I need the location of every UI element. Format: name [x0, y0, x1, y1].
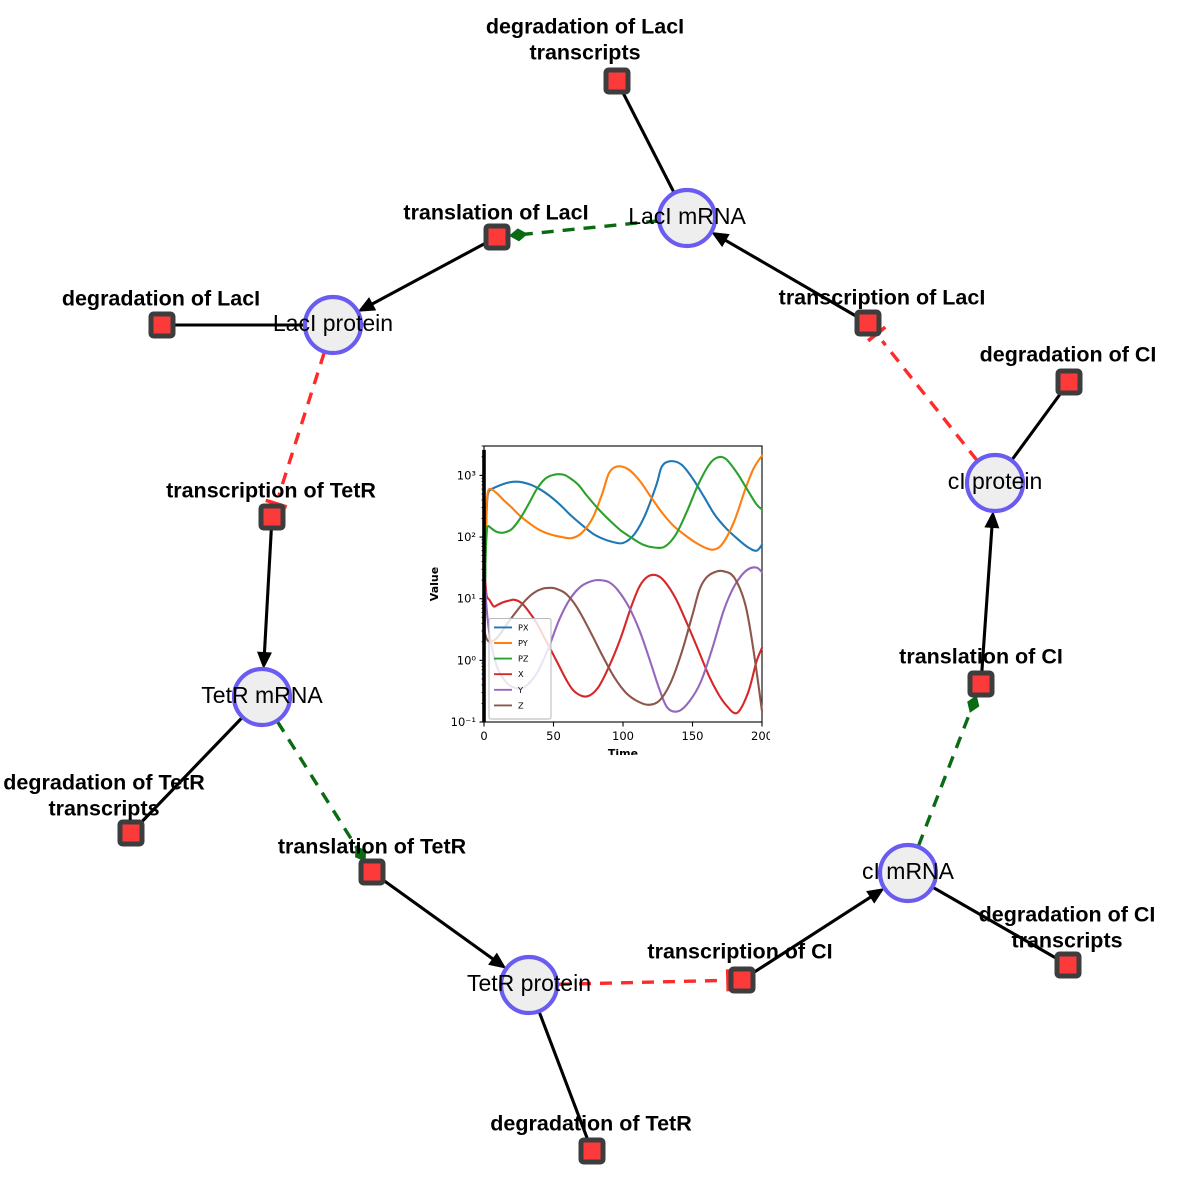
reaction-node-transl_ci[interactable]	[967, 670, 995, 698]
arrowhead-e12	[866, 888, 885, 904]
x-tick-label: 50	[546, 729, 561, 743]
chart-axes-group: 10⁻¹ 10⁰ 10¹ 10² 10³ 0 50 100 150 200 Time Value	[428, 445, 770, 755]
species-label-tetr_protein: TetR protein	[467, 970, 591, 996]
edge-e5	[277, 352, 326, 496]
reaction-label-deg_ci_tx: degradation of CI	[979, 903, 1156, 927]
edge-e7	[138, 716, 243, 825]
reaction-label-transl_tetr: translation of TetR	[278, 835, 467, 859]
series-PY	[482, 454, 764, 680]
reaction-label-tx_ci: transcription of CI	[647, 940, 832, 964]
reaction-node-deg_ci[interactable]	[1055, 368, 1083, 396]
species-node-laci_protein[interactable]	[302, 294, 364, 356]
species-label-laci_protein: LacI protein	[273, 310, 393, 336]
y-tick-label: 10³	[457, 468, 477, 482]
diamondhead-e2	[508, 228, 528, 242]
reaction-label-deg_laci: degradation of LacI	[62, 287, 260, 311]
legend-label-X: X	[518, 669, 524, 679]
reaction-label-transl_ci: translation of CI	[899, 645, 1063, 669]
edge-e10	[537, 1011, 589, 1140]
reaction-label-transl_laci: translation of LacI	[403, 201, 588, 225]
y-tick-label: 10²	[457, 530, 476, 544]
reaction-node-deg_tetr_tx[interactable]	[117, 819, 145, 847]
reaction-label-tx_laci: transcription of LacI	[779, 286, 986, 310]
series-PZ	[482, 455, 764, 686]
reaction-node-deg_ci_tx[interactable]	[1054, 951, 1082, 979]
reaction-node-tx_laci[interactable]	[854, 309, 882, 337]
edge-e2	[520, 219, 659, 237]
arrowhead-e18	[711, 232, 730, 248]
legend-label-Y: Y	[517, 685, 524, 695]
edge-e6	[262, 529, 273, 657]
species-label-tetr_mrna: TetR mRNA	[201, 682, 323, 708]
chart-legend: PX PY PZ XYZ	[488, 617, 552, 720]
edge-e13	[932, 886, 1058, 960]
edge-e12	[752, 893, 875, 975]
edge-e16	[1010, 391, 1063, 461]
legend-label-PY: PY	[518, 638, 529, 648]
nodes-group	[117, 67, 1083, 1165]
arrowhead-e6	[257, 651, 272, 670]
x-tick-label: 150	[682, 729, 704, 743]
reaction-node-transl_tetr[interactable]	[358, 858, 386, 886]
arrowhead-e9	[488, 952, 507, 969]
species-node-tetr_mrna[interactable]	[231, 666, 293, 728]
reaction-node-deg_laci_tx[interactable]	[603, 67, 631, 95]
reaction-label-deg_tetr: degradation of TetR	[490, 1112, 692, 1136]
edge-e17	[880, 339, 979, 462]
arrowhead-e15	[984, 510, 1000, 529]
edge-e11	[557, 978, 720, 987]
reaction-node-tx_tetr[interactable]	[258, 503, 286, 531]
species-node-laci_mrna[interactable]	[656, 187, 718, 249]
reaction-node-deg_tetr[interactable]	[578, 1137, 606, 1165]
reaction-label-deg_laci_tx: transcripts	[529, 41, 640, 65]
legend-label-PX: PX	[518, 622, 529, 632]
y-axis-title: Value	[428, 567, 441, 601]
species-label-ci_protein: cI protein	[948, 468, 1043, 494]
reaction-label-deg_laci_tx: degradation of LacI	[486, 15, 684, 39]
reaction-node-deg_laci[interactable]	[148, 311, 176, 339]
species-node-ci_mrna[interactable]	[877, 842, 939, 904]
y-tick-label: 10¹	[457, 592, 476, 606]
edge-e8	[275, 720, 361, 853]
species-label-ci_mrna: cI mRNA	[862, 858, 955, 884]
reaction-label-deg_ci_tx: transcripts	[1011, 929, 1122, 953]
labels-group: degradation of LacItranscriptstranslatio…	[3, 15, 1156, 1136]
reaction-node-transl_laci[interactable]	[483, 223, 511, 251]
species-node-ci_protein[interactable]	[964, 452, 1026, 514]
series-X	[482, 573, 764, 715]
reaction-node-tx_ci[interactable]	[728, 966, 756, 994]
reaction-label-deg_tetr_tx: degradation of TetR	[3, 771, 205, 795]
diamondhead-e8	[355, 845, 367, 862]
reaction-label-tx_tetr: transcription of TetR	[166, 479, 376, 503]
reaction-label-deg_ci: degradation of CI	[980, 343, 1157, 367]
edge-e9	[381, 878, 497, 963]
edge-e14	[916, 705, 974, 847]
series-PX	[482, 460, 764, 680]
x-tick-label: 200	[751, 729, 770, 743]
species-label-laci_mrna: LacI mRNA	[628, 203, 746, 229]
x-tick-label: 100	[612, 729, 634, 743]
legend-label-Z: Z	[518, 700, 524, 710]
x-axis-title: Time	[608, 747, 638, 755]
inhibition-bar-e11	[725, 969, 731, 992]
arrowhead-e3	[357, 297, 377, 312]
species-node-tetr_protein[interactable]	[498, 954, 560, 1016]
y-tick-label: 10⁰	[457, 653, 477, 667]
legend-label-PZ: PZ	[518, 654, 529, 664]
edge-e18	[721, 237, 858, 318]
timecourse-inset-chart: 10⁻¹ 10⁰ 10¹ 10² 10³ 0 50 100 150 200 Time Value PX…	[418, 437, 770, 755]
edge-e1	[621, 91, 676, 193]
edge-e15	[980, 523, 994, 672]
y-tick-label: 10⁻¹	[451, 715, 476, 729]
edges-group	[138, 91, 1063, 1140]
x-tick-label: 0	[480, 729, 487, 743]
reaction-label-deg_tetr_tx: transcripts	[48, 797, 159, 821]
diamondhead-e14	[967, 695, 980, 713]
edge-e3	[368, 241, 487, 307]
